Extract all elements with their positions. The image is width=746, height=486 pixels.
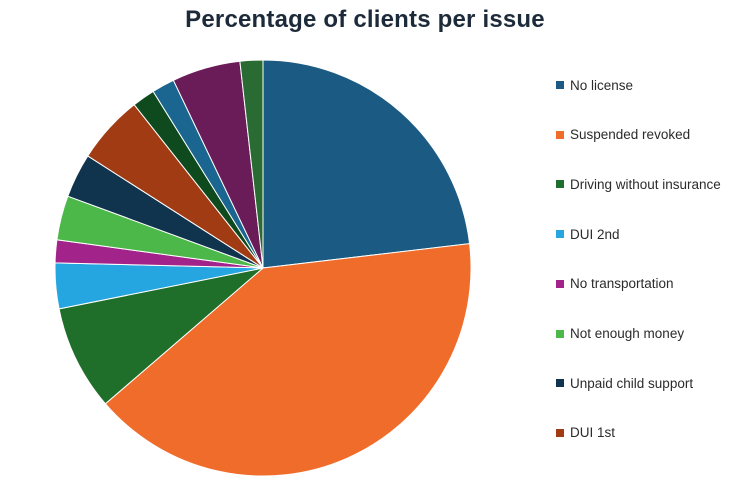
pie-slice-driving-without-insurance <box>58 267 265 405</box>
pie-slice-suspended-revoked <box>104 243 472 477</box>
legend-label: Unpaid child support <box>570 375 694 391</box>
legend-label: Driving without insurance <box>570 176 721 192</box>
legend-swatch <box>556 180 564 189</box>
legend-item-not-enough-money: Not enough money <box>556 325 684 343</box>
legend-item-unpaid-child-support: Unpaid child support <box>556 374 693 392</box>
legend-swatch <box>556 428 564 437</box>
legend-swatch <box>556 81 564 89</box>
pie-slice-no-license <box>262 59 471 269</box>
legend-swatch <box>556 329 564 338</box>
legend-swatch <box>556 130 564 139</box>
legend-item-no-transportation: No transportation <box>556 275 674 293</box>
chart-title: Percentage of clients per issue <box>185 6 545 33</box>
legend-swatch <box>556 230 564 239</box>
legend-swatch <box>556 379 564 388</box>
legend-item-no-license: No license <box>556 76 633 94</box>
legend-label: No license <box>570 77 634 93</box>
legend-item-dui-2nd: DUI 2nd <box>556 225 620 243</box>
legend-label: DUI 2nd <box>570 226 620 242</box>
pie-slice-unlabeled-11 <box>239 59 264 269</box>
legend-label: No transportation <box>570 276 674 292</box>
legend-item-driving-without-insurance: Driving without insurance <box>556 175 721 193</box>
legend-label: Suspended revoked <box>570 127 691 143</box>
legend-swatch <box>556 279 564 288</box>
legend-item-dui-1st: DUI 1st <box>556 424 615 442</box>
legend-label: Not enough money <box>570 326 685 341</box>
legend-item-suspended-revoked: Suspended revoked <box>556 126 690 144</box>
legend-label: DUI 1st <box>570 425 616 441</box>
